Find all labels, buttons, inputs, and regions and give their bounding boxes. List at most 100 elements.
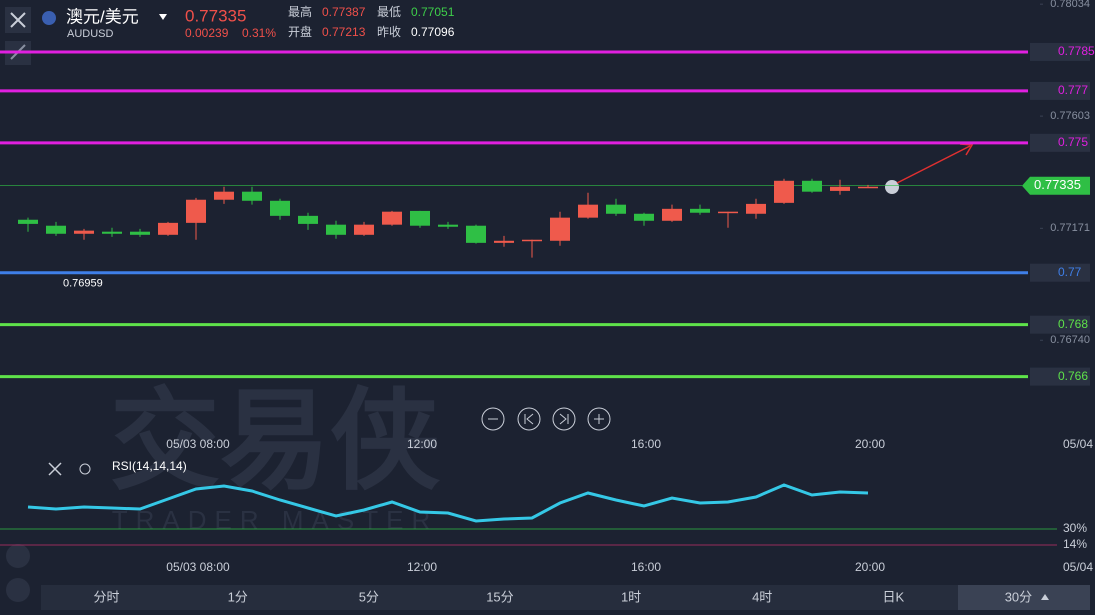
last-button[interactable] <box>552 407 576 431</box>
time-label: 05/03 08:00 <box>166 437 230 451</box>
level-tag <box>1030 133 1090 152</box>
time-label: 16:00 <box>631 560 661 574</box>
indicator-button[interactable] <box>6 578 30 602</box>
stat-value: 0.77213 <box>322 25 366 39</box>
zoom-out-button[interactable] <box>481 407 505 431</box>
time-label: 05/03 08:00 <box>166 560 230 574</box>
candle-body <box>858 186 878 189</box>
candle-body <box>326 224 346 235</box>
tab[interactable]: 日K <box>882 589 904 604</box>
candle-body <box>74 230 94 234</box>
time-label: 05/04 <box>1063 437 1093 451</box>
level-tag <box>1030 263 1090 282</box>
rsi-close[interactable] <box>48 462 62 476</box>
level-label: 0.77 <box>1058 265 1082 279</box>
symbol-name[interactable]: 澳元/美元 <box>66 7 139 26</box>
candle-body <box>46 225 66 234</box>
candle-body <box>438 224 458 227</box>
dropdown-icon[interactable] <box>159 14 167 20</box>
candle-body <box>270 200 290 216</box>
tab[interactable]: 30分 <box>1005 589 1032 604</box>
rsi-tick-label: 30% <box>1063 521 1087 535</box>
y-tick-label: 0.78034 <box>1050 0 1090 10</box>
stat-label: 最低 <box>377 5 401 19</box>
tab[interactable]: 15分 <box>486 589 513 604</box>
change: 0.00239 <box>185 26 229 40</box>
stat-label: 昨收 <box>377 25 401 39</box>
candle-body <box>466 225 486 243</box>
rsi-label: RSI(14,14,14) <box>112 459 187 473</box>
edit-button[interactable] <box>6 544 30 568</box>
candle-body <box>802 180 822 192</box>
low-marker: 0.76959 <box>63 277 103 289</box>
level-tag <box>1030 42 1090 61</box>
candle-body <box>662 208 682 221</box>
level-label: 0.768 <box>1058 317 1088 331</box>
symbol-code: AUDUSD <box>67 28 114 40</box>
rsi-settings[interactable] <box>79 463 91 475</box>
close-button[interactable] <box>5 7 31 33</box>
tab[interactable]: 分时 <box>94 589 120 604</box>
stat-value: 0.77051 <box>411 5 455 19</box>
tab-active <box>958 585 1090 610</box>
y-tick-label: 0.76740 <box>1050 334 1090 346</box>
candle-body <box>382 211 402 225</box>
candle-body <box>354 224 374 235</box>
stat-label: 最高 <box>288 4 312 19</box>
current-tag <box>1022 176 1090 195</box>
level-tag <box>1030 315 1090 334</box>
time-label: 16:00 <box>631 437 661 451</box>
candle-body <box>214 191 234 200</box>
level-label: 0.777 <box>1058 83 1088 97</box>
time-label: 12:00 <box>407 437 437 451</box>
candle-body <box>718 211 738 214</box>
level-tag <box>1030 367 1090 386</box>
y-tick-label: 0.77603 <box>1050 110 1090 122</box>
candle-body <box>550 217 570 241</box>
tab[interactable]: 4时 <box>752 589 772 604</box>
candle-body <box>186 199 206 223</box>
stat-label: 开盘 <box>288 24 312 39</box>
time-label: 20:00 <box>855 437 885 451</box>
tab-bar <box>41 585 1090 610</box>
current-label: 0.77335 <box>1034 177 1081 192</box>
time-label: 20:00 <box>855 560 885 574</box>
candle-body <box>494 240 514 243</box>
candle-body <box>298 215 318 224</box>
level-label: 0.7785 <box>1058 44 1095 58</box>
candle-body <box>158 222 178 235</box>
watermark-title: 交易侠 <box>110 380 441 503</box>
candle-body <box>102 231 122 234</box>
level-label: 0.766 <box>1058 369 1088 383</box>
candle-body <box>774 180 794 203</box>
level-tag <box>1030 81 1090 100</box>
y-tick-label: 0.77171 <box>1050 222 1090 234</box>
rsi-line <box>27 483 869 523</box>
level-label: 0.775 <box>1058 135 1088 149</box>
candle-body <box>634 213 654 221</box>
stat-value: 0.77387 <box>322 5 366 19</box>
candle-body <box>578 204 598 218</box>
candle-body <box>18 219 38 224</box>
watermark-subtitle: TRADER MASTER <box>112 505 438 535</box>
info-icon[interactable] <box>885 180 899 194</box>
time-label: 12:00 <box>407 560 437 574</box>
change-pct: 0.31% <box>242 26 276 40</box>
candle-body <box>746 203 766 214</box>
zoom-in-button[interactable] <box>587 407 611 431</box>
tab[interactable]: 1时 <box>621 589 641 604</box>
nav-buttons <box>481 407 611 431</box>
stat-value: 0.77096 <box>411 25 455 39</box>
price: 0.77335 <box>185 6 246 25</box>
tab[interactable]: 5分 <box>359 589 379 604</box>
candle-body <box>410 210 430 226</box>
first-button[interactable] <box>517 407 541 431</box>
tab[interactable]: 1分 <box>228 589 248 604</box>
tab-arrow <box>1041 594 1049 600</box>
candle-body <box>242 191 262 201</box>
candle-body <box>690 208 710 213</box>
candle-body <box>130 231 150 235</box>
flag-icon <box>42 11 56 25</box>
